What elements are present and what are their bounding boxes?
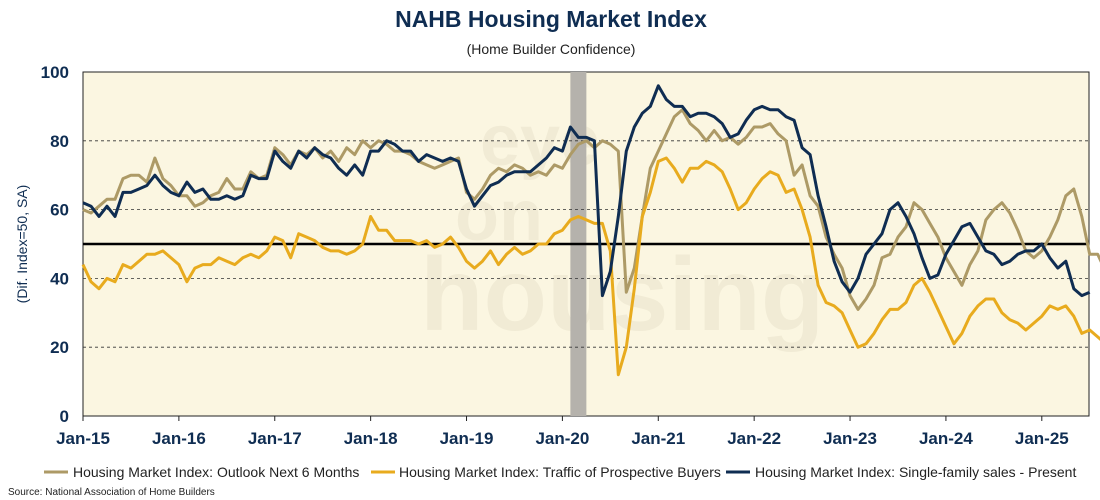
- series-line-sales: [82, 84, 1091, 298]
- x-tick-label: Jan-23: [823, 429, 877, 448]
- y-tick-label: 0: [60, 407, 69, 426]
- legend-label-outlook: Housing Market Index: Outlook Next 6 Mon…: [73, 464, 359, 480]
- legend-label-sales: Housing Market Index: Single-family sale…: [755, 464, 1076, 480]
- x-tick-label: Jan-16: [152, 429, 206, 448]
- x-tick-label: Jan-24: [919, 429, 973, 448]
- y-axis-label: (Dif. Index=50, SA): [14, 185, 30, 304]
- watermark-text-2: on: [455, 176, 543, 256]
- chart-title: NAHB Housing Market Index: [395, 6, 707, 32]
- y-axis-ticks: 0 20 40 60 80 100: [41, 63, 69, 426]
- x-tick-label: Jan-25: [1015, 429, 1069, 448]
- y-tick-label: 40: [50, 269, 69, 288]
- y-tick-label: 60: [50, 201, 69, 220]
- y-tick-label: 100: [41, 63, 69, 82]
- x-tick-label: Jan-22: [727, 429, 781, 448]
- source-note: Source: National Association of Home Bui…: [8, 487, 215, 498]
- x-tick-label: Jan-17: [248, 429, 302, 448]
- x-tick-label: Jan-18: [344, 429, 398, 448]
- series-lines: [81, 84, 1100, 377]
- x-tick-label: Jan-15: [56, 429, 110, 448]
- plot-area: eye on housing: [81, 71, 1100, 417]
- x-tick-label: Jan-20: [535, 429, 589, 448]
- chart-subtitle: (Home Builder Confidence): [467, 41, 636, 57]
- x-axis-ticks: Jan-15 Jan-16 Jan-17 Jan-18 Jan-19 Jan-20 Jan-…: [56, 416, 1069, 448]
- y-tick-label: 80: [50, 132, 69, 151]
- legend: Housing Market Index: Outlook Next 6 Mon…: [44, 464, 1076, 480]
- x-tick-label: Jan-19: [440, 429, 494, 448]
- x-tick-label: Jan-21: [631, 429, 685, 448]
- legend-label-traffic: Housing Market Index: Traffic of Prospec…: [399, 464, 721, 480]
- y-tick-label: 20: [50, 338, 69, 357]
- watermark-text-3: housing: [420, 237, 824, 353]
